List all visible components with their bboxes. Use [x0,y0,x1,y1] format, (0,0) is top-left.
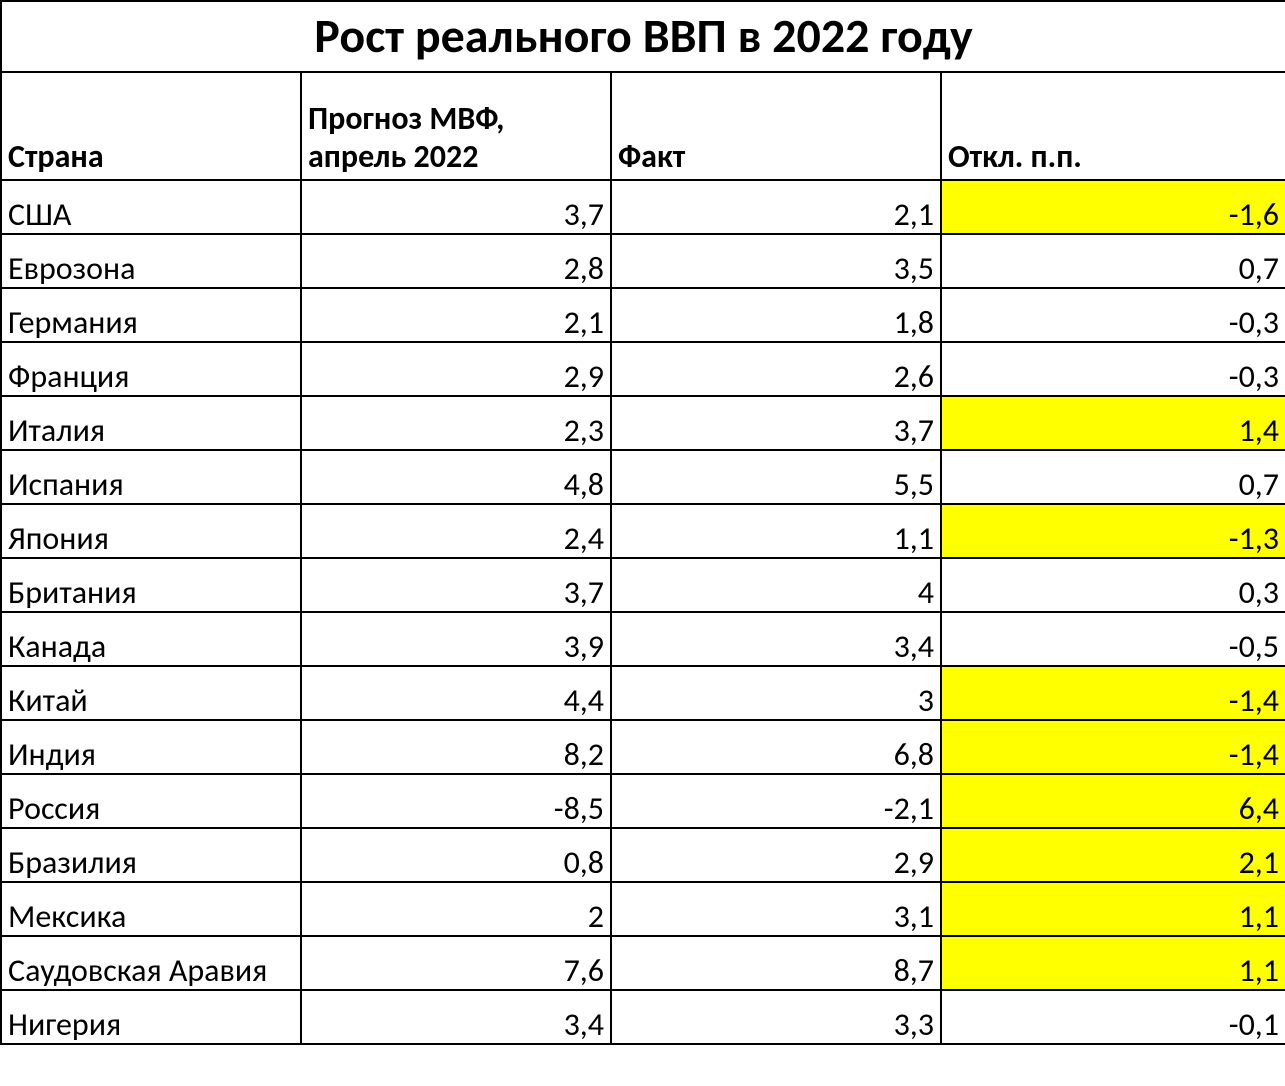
cell-fact: 3,3 [611,990,941,1044]
cell-forecast: 4,4 [301,666,611,720]
cell-country: Франция [1,342,301,396]
table-row: Италия2,33,71,4 [1,396,1285,450]
table-row: Германия2,11,8-0,3 [1,288,1285,342]
cell-deviation: -0,3 [941,288,1285,342]
cell-country: США [1,180,301,234]
cell-forecast: 3,4 [301,990,611,1044]
cell-deviation: 1,1 [941,882,1285,936]
cell-country: Канада [1,612,301,666]
cell-fact: 8,7 [611,936,941,990]
table-row: Россия-8,5-2,16,4 [1,774,1285,828]
cell-country: Мексика [1,882,301,936]
cell-deviation: -1,4 [941,720,1285,774]
cell-deviation: -0,3 [941,342,1285,396]
cell-forecast: 2,4 [301,504,611,558]
cell-country: Германия [1,288,301,342]
table-row: США3,72,1-1,6 [1,180,1285,234]
table-row: Мексика23,11,1 [1,882,1285,936]
cell-country: Россия [1,774,301,828]
cell-deviation: -0,1 [941,990,1285,1044]
cell-country: Саудовская Аравия [1,936,301,990]
table-title: Рост реального ВВП в 2022 году [1,1,1285,72]
gdp-table-container: Рост реального ВВП в 2022 году Страна Пр… [0,0,1285,1045]
table-row: Саудовская Аравия7,68,71,1 [1,936,1285,990]
cell-deviation: 1,1 [941,936,1285,990]
header-country: Страна [1,72,301,180]
cell-forecast: 2,1 [301,288,611,342]
cell-fact: 3,7 [611,396,941,450]
cell-fact: 3,4 [611,612,941,666]
header-deviation: Откл. п.п. [941,72,1285,180]
cell-country: Япония [1,504,301,558]
cell-forecast: 2,3 [301,396,611,450]
cell-deviation: -1,4 [941,666,1285,720]
table-row: Индия8,26,8-1,4 [1,720,1285,774]
table-body: США3,72,1-1,6Еврозона2,83,50,7Германия2,… [1,180,1285,1044]
cell-forecast: 7,6 [301,936,611,990]
table-row: Япония2,41,1-1,3 [1,504,1285,558]
cell-country: Бразилия [1,828,301,882]
header-row: Страна Прогноз МВФ, апрель 2022 Факт Отк… [1,72,1285,180]
title-row: Рост реального ВВП в 2022 году [1,1,1285,72]
table-row: Нигерия3,43,3-0,1 [1,990,1285,1044]
table-row: Британия3,740,3 [1,558,1285,612]
cell-country: Испания [1,450,301,504]
cell-deviation: 0,7 [941,234,1285,288]
table-row: Испания4,85,50,7 [1,450,1285,504]
cell-deviation: -0,5 [941,612,1285,666]
cell-fact: 2,6 [611,342,941,396]
cell-fact: 2,9 [611,828,941,882]
cell-forecast: 3,7 [301,180,611,234]
table-row: Бразилия0,82,92,1 [1,828,1285,882]
gdp-table: Рост реального ВВП в 2022 году Страна Пр… [0,0,1285,1045]
cell-forecast: 3,9 [301,612,611,666]
cell-forecast: 8,2 [301,720,611,774]
cell-country: Британия [1,558,301,612]
cell-country: Нигерия [1,990,301,1044]
cell-fact: 1,8 [611,288,941,342]
cell-fact: 6,8 [611,720,941,774]
cell-deviation: 0,7 [941,450,1285,504]
cell-fact: 3,5 [611,234,941,288]
cell-forecast: 2,8 [301,234,611,288]
cell-forecast: 0,8 [301,828,611,882]
cell-forecast: 2 [301,882,611,936]
cell-deviation: 6,4 [941,774,1285,828]
cell-fact: 4 [611,558,941,612]
cell-deviation: 1,4 [941,396,1285,450]
table-row: Китай4,43-1,4 [1,666,1285,720]
cell-deviation: 0,3 [941,558,1285,612]
cell-fact: 3 [611,666,941,720]
cell-forecast: -8,5 [301,774,611,828]
table-row: Канада3,93,4-0,5 [1,612,1285,666]
cell-fact: 2,1 [611,180,941,234]
cell-deviation: -1,3 [941,504,1285,558]
cell-country: Индия [1,720,301,774]
cell-fact: 5,5 [611,450,941,504]
cell-fact: 3,1 [611,882,941,936]
header-fact: Факт [611,72,941,180]
cell-country: Еврозона [1,234,301,288]
cell-forecast: 3,7 [301,558,611,612]
cell-country: Италия [1,396,301,450]
header-forecast: Прогноз МВФ, апрель 2022 [301,72,611,180]
cell-fact: -2,1 [611,774,941,828]
cell-forecast: 2,9 [301,342,611,396]
cell-country: Китай [1,666,301,720]
cell-forecast: 4,8 [301,450,611,504]
cell-deviation: 2,1 [941,828,1285,882]
cell-deviation: -1,6 [941,180,1285,234]
cell-fact: 1,1 [611,504,941,558]
table-row: Еврозона2,83,50,7 [1,234,1285,288]
table-row: Франция2,92,6-0,3 [1,342,1285,396]
